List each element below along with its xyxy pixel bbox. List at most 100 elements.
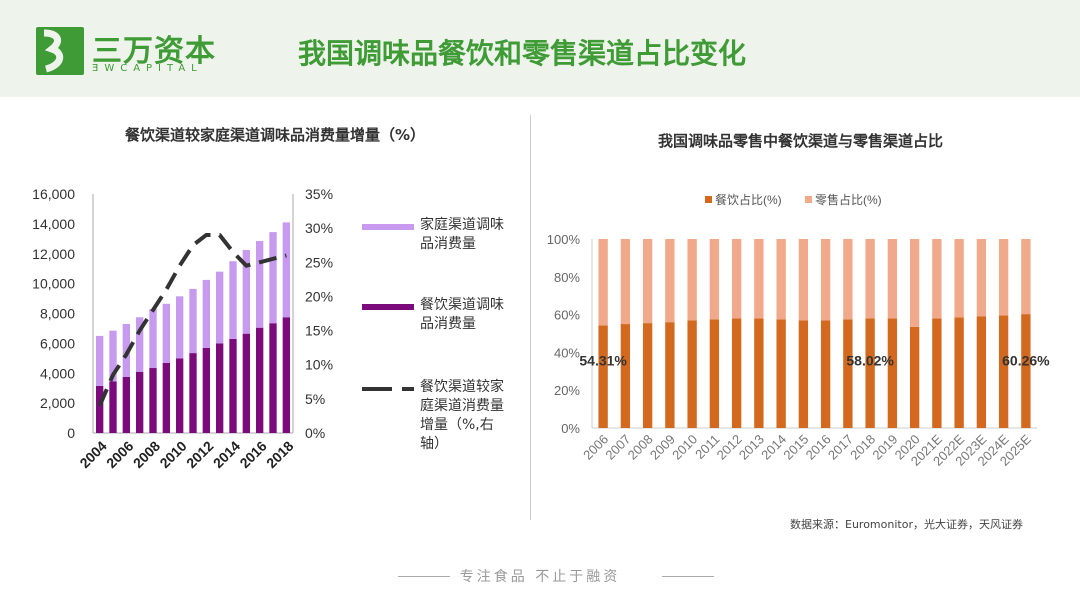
bar-segment (109, 381, 117, 433)
bar-segment (887, 318, 898, 428)
bar-segment (820, 320, 831, 428)
legend-swatch (362, 224, 414, 230)
bar-segment (687, 239, 697, 321)
legend-swatch (362, 304, 414, 310)
y-tick-label: 40% (554, 345, 580, 360)
legend-label: 餐饮占比(%) (715, 192, 782, 207)
x-tick-label: 2006 (103, 438, 136, 471)
y2-tick-label: 15% (305, 323, 333, 339)
x-tick-label: 2018 (263, 438, 296, 471)
bar-segment (136, 371, 144, 433)
bar-segment (932, 239, 942, 319)
bar-segment (256, 327, 264, 433)
bar-segment (229, 261, 237, 339)
logo-subtext: ƎWCAPITAL (92, 63, 203, 74)
bar-segment (282, 222, 290, 318)
bar-segment (1021, 239, 1031, 315)
bar-segment (798, 320, 809, 428)
bar-segment (162, 362, 170, 433)
bar-segment (687, 320, 697, 428)
bar-segment (122, 376, 130, 433)
legend-swatch (705, 196, 712, 203)
bar-segment (282, 317, 290, 433)
y-tick-label: 80% (554, 270, 580, 285)
bar-segment (620, 324, 631, 428)
bar-segment (709, 319, 720, 428)
y-tick-label: 12,000 (32, 246, 75, 262)
bar-segment (909, 326, 920, 428)
bar-segment (189, 288, 197, 354)
bar-segment (843, 239, 853, 320)
y2-tick-label: 30% (305, 220, 333, 236)
y-tick-label: 100% (547, 232, 581, 247)
right-chart-title: 我国调味品零售中餐饮渠道与零售渠道占比 (658, 132, 944, 150)
logo-text: 三万资本 (92, 34, 216, 69)
bar-segment (269, 323, 277, 433)
x-tick-label: 2012 (183, 438, 216, 471)
y2-tick-label: 20% (305, 288, 333, 304)
bar-segment (96, 385, 104, 433)
bar-segment (242, 333, 250, 433)
legend-swatch (805, 196, 812, 203)
footer-line (662, 576, 714, 577)
bar-segment (998, 315, 1009, 428)
bar-segment (731, 239, 742, 319)
bar-segment (162, 303, 170, 363)
bar-segment (865, 318, 875, 428)
left-chart: 0 2,000 4,000 6,000 8,000 10,000 12,000 14,000 1… (32, 186, 333, 471)
data-label: 60.26% (1002, 353, 1050, 369)
y-tick-label: 0 (67, 425, 75, 441)
bar-segment (189, 353, 197, 433)
y-tick-label: 8,000 (40, 306, 75, 322)
bar-segment (202, 279, 210, 348)
data-label: 54.31% (579, 353, 627, 369)
y2-tick-label: 35% (305, 186, 333, 202)
bar-segment (887, 239, 898, 319)
bar-segment (642, 323, 653, 428)
y-tick-label: 2,000 (40, 395, 75, 411)
bar-segment (798, 239, 809, 321)
bar-segment (242, 250, 250, 334)
x-tick-label: 2010 (156, 438, 189, 471)
bar-segment (731, 318, 742, 428)
divider (530, 115, 531, 520)
x-tick-label: 2008 (130, 438, 163, 471)
bar-segment (998, 239, 1009, 316)
bar-segment (665, 239, 675, 323)
bar-segment (149, 368, 157, 433)
bar-segment (954, 317, 964, 428)
bar-segment (202, 347, 210, 433)
header: 三万资本 ƎWCAPITAL 我国调味品餐饮和零售渠道占比变化 (0, 0, 1080, 97)
y-tick-label: 0% (561, 421, 580, 436)
bar-segment (976, 316, 987, 428)
bar-segment (216, 271, 224, 344)
bar-segment (954, 239, 964, 318)
bar-segment (269, 232, 277, 324)
y-tick-label: 6,000 (40, 335, 75, 351)
bar-segment (865, 239, 875, 319)
x-tick-label: 2016 (236, 438, 269, 471)
bar-segment (754, 239, 764, 319)
data-label: 58.02% (846, 353, 894, 369)
y2-tick-label: 10% (305, 357, 333, 373)
left-chart-title: 餐饮渠道较家庭渠道调味品消费量增量（%） (125, 126, 426, 144)
bar-segment (754, 318, 764, 428)
logo-icon (36, 27, 84, 75)
y-tick-label: 4,000 (40, 365, 75, 381)
line-series (97, 232, 287, 407)
legend-label: 零售占比(%) (815, 192, 882, 207)
bar-segment (598, 239, 608, 326)
bar-segment (709, 239, 720, 320)
x-tick-label: 2004 (76, 438, 109, 471)
bar-segment (256, 241, 264, 328)
bar-segment (843, 319, 853, 428)
bar-segment (909, 239, 920, 327)
bar-segment (176, 358, 184, 433)
footer-slogan: 专注食品 不止于融资 (459, 569, 621, 585)
source-note: 数据来源：Euromonitor，光大证券，天风证券 (790, 518, 1023, 531)
y-tick-label: 16,000 (32, 186, 75, 202)
bar-segment (216, 343, 224, 433)
bar-segment (820, 239, 831, 321)
y2-tick-label: 5% (305, 391, 325, 407)
legend-swatch (362, 387, 414, 391)
